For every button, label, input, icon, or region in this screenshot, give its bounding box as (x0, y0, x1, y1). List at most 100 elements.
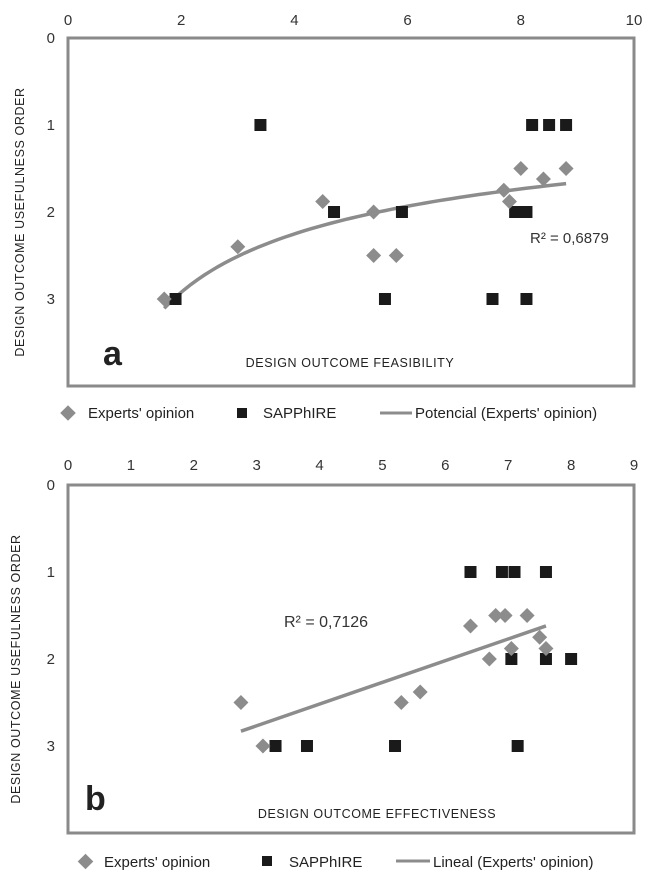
panel-a-experts-point (496, 182, 512, 198)
panel-b-x-tick-label: 4 (315, 457, 323, 474)
panel-a-sapphire-point (526, 119, 539, 131)
panel-a-experts-point (366, 248, 382, 263)
legend-sapphire-square-icon (237, 408, 247, 418)
panel-b-experts-point (532, 629, 548, 645)
panel-b-x-tick-label: 6 (441, 457, 449, 474)
panel-a-sapphire-point (560, 119, 573, 131)
panel-a-y-axis-title: DESIGN OUTCOME USEFULNESS ORDER (13, 87, 27, 356)
panel-b-sapphire-point (511, 740, 524, 752)
panel-b-sapphire-point (300, 740, 313, 752)
panel-a-y-tick-labels: 0 1 2 3 (47, 30, 55, 308)
panel-b-experts-point (462, 618, 478, 634)
panel-b-experts-point (233, 695, 249, 710)
panel-b-sapphire-point (565, 653, 578, 665)
panel-b-sapphire-point (389, 740, 402, 752)
panel-b-y-tick-label: 0 (47, 477, 55, 494)
panel-a-x-tick-label: 6 (403, 12, 411, 29)
panel-b-x-tick-label: 3 (252, 457, 260, 474)
panel-a-legend: Experts' opinion SAPPhIRE Potencial (Exp… (60, 405, 597, 422)
panel-a-sapphire-point (543, 119, 556, 131)
panel-a-sapphire-point (509, 206, 522, 218)
panel-a-y-tick-label: 1 (47, 117, 55, 134)
panel-b-x-tick-label: 5 (378, 457, 386, 474)
panel-b-sapphire-point (505, 653, 518, 665)
panel-a-sapphire-point (169, 293, 182, 305)
panel-b-sapphire-point (464, 566, 477, 578)
panel-b-x-tick-label: 9 (630, 457, 638, 474)
panel-a-experts-point (513, 161, 529, 176)
legend-sapphire-label: SAPPhIRE (289, 854, 362, 871)
panel-b-sapphire-point (269, 740, 282, 752)
panel-b-x-tick-labels: 0 1 2 3 4 5 6 7 8 9 (64, 457, 638, 474)
panel-a-plot-area (66, 36, 636, 388)
panel-b-legend: Experts' opinion SAPPhIRE Lineal (Expert… (77, 853, 593, 871)
panel-b-r-squared: R² = 0,7126 (284, 614, 368, 631)
panel-b-x-tick-label: 7 (504, 457, 512, 474)
panel-a-x-tick-labels: 0 2 4 6 8 10 (64, 12, 643, 29)
panel-a-sapphire-point (520, 206, 533, 218)
panel-b-label: b (85, 780, 106, 818)
panel-b-experts-point (412, 684, 428, 700)
panel-b-points-layer (233, 566, 578, 754)
legend-experts-label: Experts' opinion (88, 405, 194, 422)
panel-b-x-tick-label: 1 (127, 457, 135, 474)
panel-a-experts-point (501, 194, 517, 210)
panel-a-sapphire-point (254, 119, 267, 131)
panel-a-experts-point (388, 248, 404, 263)
panel-b-trendline-layer (240, 624, 547, 733)
panel-b-experts-point (538, 641, 554, 657)
legend-experts-label: Experts' opinion (104, 854, 210, 871)
panel-b-experts-point (255, 738, 271, 754)
legend-sapphire-square-icon (262, 856, 272, 866)
legend-experts-diamond-icon (77, 853, 94, 870)
panel-b-y-tick-labels: 0 1 2 3 (47, 477, 55, 755)
panel-a-r-squared: R² = 0,6879 (530, 230, 609, 247)
panel-b-experts-point (481, 651, 497, 667)
legend-sapphire-label: SAPPhIRE (263, 405, 336, 422)
panel-b-linear-trendline (240, 624, 547, 733)
panel-b-sapphire-point (495, 566, 508, 578)
panel-a-experts-point (156, 291, 172, 307)
panel-a-y-tick-label: 0 (47, 30, 55, 47)
panel-a-x-axis-title: DESIGN OUTCOME FEASIBILITY (246, 356, 455, 370)
legend-experts-diamond-icon (60, 405, 76, 421)
panel-a-chart: 0 2 4 6 8 10 0 1 2 3 a DESIGN OUTCOME FEASIBILIT… (13, 12, 643, 388)
panel-b-chart: 0 1 2 3 4 5 6 7 8 9 0 1 2 3 b DESIGN OUTCOME EFFECTI… (9, 457, 638, 835)
panel-a-x-tick-label: 8 (517, 12, 525, 29)
panel-a-label: a (103, 335, 123, 373)
panel-b-experts-point (393, 695, 409, 710)
panel-a-experts-point (558, 161, 574, 176)
panel-b-sapphire-point (539, 653, 552, 665)
panel-a-x-tick-label: 2 (177, 12, 185, 29)
panel-a-points-layer (156, 119, 574, 307)
panel-a-sapphire-point (395, 206, 408, 218)
legend-trendline-label: Lineal (Experts' opinion) (433, 854, 593, 871)
panel-b-experts-point (503, 641, 519, 657)
panel-a-x-tick-label: 10 (626, 12, 643, 29)
panel-b-y-tick-label: 1 (47, 564, 55, 581)
panel-b-experts-point (488, 608, 504, 623)
panel-b-y-tick-label: 3 (47, 738, 55, 755)
panel-b-x-tick-label: 0 (64, 457, 72, 474)
panel-a-sapphire-point (486, 293, 499, 305)
panel-a-y-tick-label: 2 (47, 204, 55, 221)
panel-a-sapphire-point (520, 293, 533, 305)
panel-b-experts-point (497, 608, 513, 623)
panel-a-y-tick-label: 3 (47, 291, 55, 308)
panel-b-y-axis-title: DESIGN OUTCOME USEFULNESS ORDER (9, 534, 23, 803)
panel-a-experts-point (535, 171, 551, 187)
panel-a-experts-point (230, 239, 246, 255)
panel-b-y-tick-label: 2 (47, 651, 55, 668)
panel-b-x-tick-label: 2 (190, 457, 198, 474)
panel-b-x-axis-title: DESIGN OUTCOME EFFECTIVENESS (258, 807, 496, 821)
panel-b-sapphire-point (539, 566, 552, 578)
panel-a-sapphire-point (328, 206, 341, 218)
panel-b-sapphire-point (508, 566, 521, 578)
panel-b-x-tick-label: 8 (567, 457, 575, 474)
panel-b-plot-area (66, 483, 636, 835)
panel-a-experts-point (366, 204, 382, 220)
panel-b-experts-point (519, 608, 535, 623)
panel-a-experts-point (315, 194, 331, 210)
legend-trendline-label: Potencial (Experts' opinion) (415, 405, 597, 422)
